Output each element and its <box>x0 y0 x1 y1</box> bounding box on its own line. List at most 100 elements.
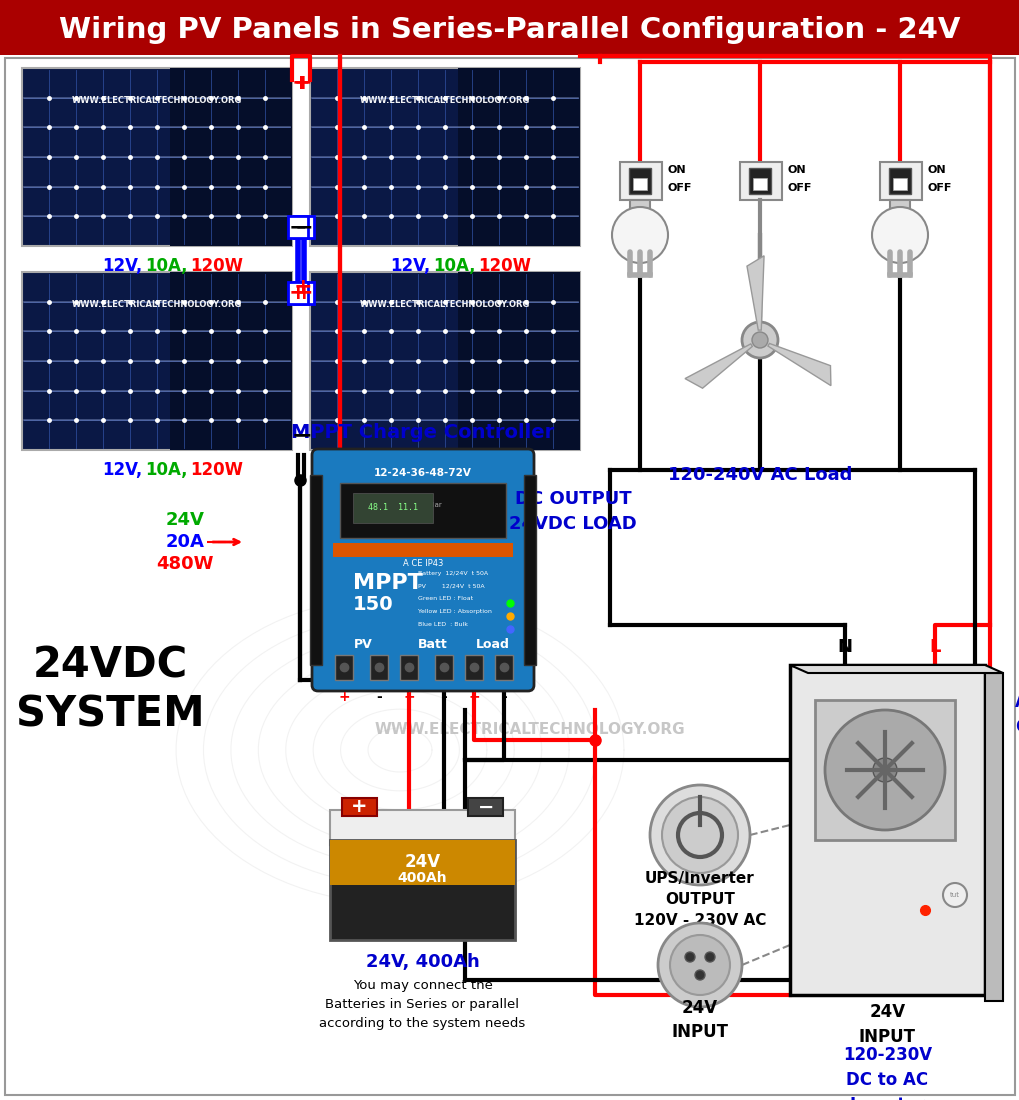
Text: 12V,: 12V, <box>102 461 142 478</box>
Text: 150: 150 <box>353 595 393 615</box>
Text: OFF: OFF <box>667 183 692 192</box>
Bar <box>748 168 770 194</box>
Text: -: - <box>440 690 446 704</box>
Bar <box>629 168 650 194</box>
Text: 24V: 24V <box>405 852 440 871</box>
Text: Battery  12/24V  t 50A: Battery 12/24V t 50A <box>418 571 488 575</box>
Text: +: + <box>294 283 313 302</box>
Bar <box>524 475 535 666</box>
Circle shape <box>741 322 777 358</box>
Text: +: + <box>351 798 367 816</box>
Text: 120W: 120W <box>190 461 243 478</box>
Polygon shape <box>790 666 1002 673</box>
Bar <box>399 654 418 680</box>
Bar <box>879 162 921 200</box>
Text: 10A,: 10A, <box>145 257 187 275</box>
Text: +: + <box>293 73 312 94</box>
Text: L: L <box>928 638 940 656</box>
Text: +: + <box>291 73 311 94</box>
Bar <box>339 483 505 538</box>
Bar <box>434 654 452 680</box>
Text: WWW.ELECTRICALTECHNOLOGY.ORG: WWW.ELECTRICALTECHNOLOGY.ORG <box>360 96 530 104</box>
Text: AC
Output: AC Output <box>1014 693 1019 737</box>
Circle shape <box>872 758 896 782</box>
Text: Blue LED  : Bulk: Blue LED : Bulk <box>418 623 468 627</box>
Text: WWW.ELECTRICALTECHNOLOGY.ORG: WWW.ELECTRICALTECHNOLOGY.ORG <box>360 299 530 308</box>
Bar <box>170 272 291 450</box>
Bar <box>170 68 291 246</box>
Bar <box>310 272 580 450</box>
Text: ON: ON <box>667 165 686 175</box>
Text: WWW.ELECTRICALTECHNOLOGY.ORG: WWW.ELECTRICALTECHNOLOGY.ORG <box>374 723 685 737</box>
Circle shape <box>661 798 738 873</box>
Text: tut: tut <box>949 892 959 898</box>
Circle shape <box>694 970 704 980</box>
Text: −: − <box>291 425 311 446</box>
Bar <box>310 68 580 246</box>
Text: Batt: Batt <box>418 638 447 651</box>
Text: 10A,: 10A, <box>433 257 475 275</box>
Text: 12V,: 12V, <box>102 257 142 275</box>
Bar <box>341 798 377 816</box>
Text: Load: Load <box>476 638 510 651</box>
Circle shape <box>685 952 694 962</box>
Bar <box>334 654 353 680</box>
Text: 480W: 480W <box>156 556 214 573</box>
Circle shape <box>611 207 667 263</box>
Polygon shape <box>767 343 830 386</box>
Text: ON: ON <box>788 165 806 175</box>
Bar <box>330 840 515 940</box>
Text: +: + <box>338 690 350 704</box>
Text: 24V
INPUT: 24V INPUT <box>858 1003 915 1046</box>
Text: 12V,: 12V, <box>389 461 430 478</box>
Bar <box>287 282 308 304</box>
Text: OFF: OFF <box>927 183 952 192</box>
Text: −: − <box>294 217 313 236</box>
Text: 24V: 24V <box>165 512 204 529</box>
Bar <box>633 178 646 190</box>
Bar <box>630 200 649 214</box>
Text: 120W: 120W <box>478 461 531 478</box>
Text: +: + <box>293 277 312 297</box>
Circle shape <box>824 710 944 830</box>
Text: You may connect the
Batteries in Series or parallel
according to the system need: You may connect the Batteries in Series … <box>319 979 525 1031</box>
Circle shape <box>669 935 730 996</box>
Circle shape <box>871 207 927 263</box>
Text: 24V, 400Ah: 24V, 400Ah <box>365 953 479 971</box>
Text: 10A,: 10A, <box>433 461 475 478</box>
Bar <box>459 272 580 450</box>
Polygon shape <box>685 344 752 388</box>
Text: UPS/Inverter
OUTPUT
120V - 230V AC: UPS/Inverter OUTPUT 120V - 230V AC <box>633 871 765 928</box>
Text: -: - <box>376 690 381 704</box>
Circle shape <box>943 883 966 908</box>
Text: 48.1  11.1: 48.1 11.1 <box>368 504 418 513</box>
Text: +: + <box>468 690 479 704</box>
Text: Green LED : Float: Green LED : Float <box>418 596 473 602</box>
Bar <box>984 673 1002 1001</box>
Text: OFF: OFF <box>788 183 811 192</box>
Bar <box>790 666 984 996</box>
Text: 120W: 120W <box>478 257 531 275</box>
Text: 12V,: 12V, <box>389 257 430 275</box>
Circle shape <box>704 952 714 962</box>
Text: 10A,: 10A, <box>145 461 187 478</box>
Bar <box>353 493 433 522</box>
Bar <box>459 68 580 246</box>
Bar <box>22 68 291 246</box>
Text: N: N <box>837 638 852 656</box>
Text: −: − <box>293 425 312 446</box>
Bar <box>890 200 909 214</box>
Bar <box>620 162 661 200</box>
Bar <box>22 272 291 450</box>
Bar <box>892 178 906 190</box>
Text: -: - <box>500 690 506 704</box>
Text: 12-24-36-48-72V: 12-24-36-48-72V <box>374 468 472 478</box>
Bar <box>739 162 782 200</box>
Bar <box>814 700 954 840</box>
Text: MPPT Charge Controller: MPPT Charge Controller <box>291 424 554 442</box>
Bar <box>330 840 515 886</box>
Bar <box>330 810 515 845</box>
Text: 24V
INPUT: 24V INPUT <box>671 999 728 1041</box>
Bar <box>293 282 314 304</box>
Bar <box>468 798 502 816</box>
